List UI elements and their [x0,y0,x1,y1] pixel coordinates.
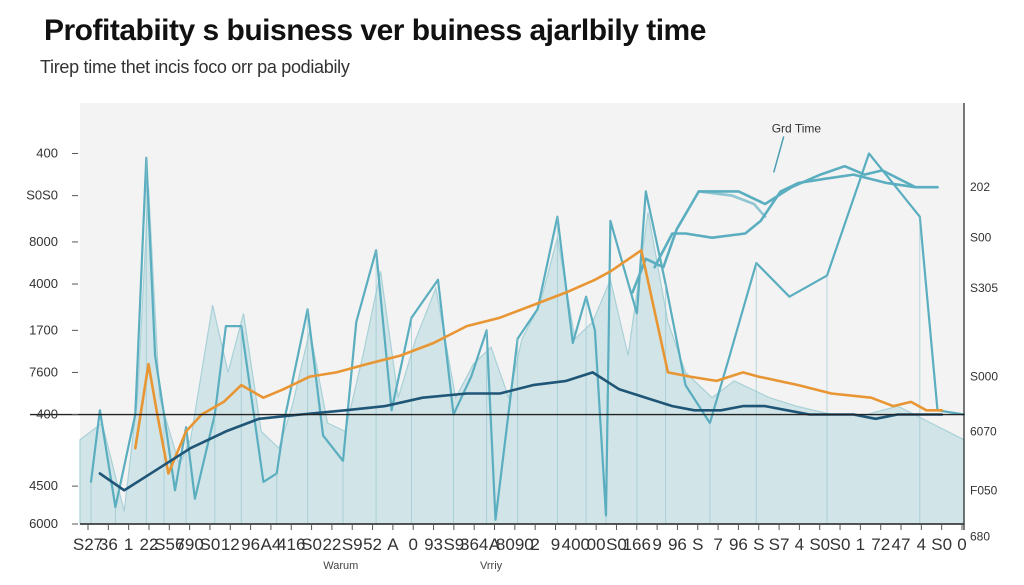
x-tick-label: 166 [623,535,651,554]
left-tick-label: 4500 [29,478,58,493]
label-layer: 400S0S0800040001700760040045006000202S00… [26,121,998,572]
left-tick-label: S0S0 [26,188,58,203]
x-tick-label: S56 [154,535,184,554]
x-tick-label: 22 [140,535,159,554]
x-tick-label: 1 [124,535,133,554]
left-tick-label: 400 [36,407,58,422]
right-tick-label: S00 [970,231,992,245]
chart-title: Profitabiity s buisness ver buiness ajar… [44,14,706,47]
x-tick-label: 00 [587,535,606,554]
x-axis-sublabel: Vrriy [480,560,503,572]
right-tick-label: 680 [970,530,990,544]
x-tick-label: 9 [652,535,661,554]
series-4-line [653,173,917,269]
left-tick-label: 7600 [29,364,58,379]
x-tick-label: S27 [73,535,103,554]
x-tick-label: 8090 [496,535,534,554]
x-axis-sublabel: Warum [323,560,358,572]
series-2-line [134,249,944,475]
x-tick-label: 0 [957,535,966,554]
x-tick-label: 96 [241,535,260,554]
axis-layer [30,103,965,530]
x-tick-label: A [489,535,501,554]
right-tick-label: 202 [970,180,990,194]
x-tick-label: 7 [713,535,722,554]
x-tick-label: 4 [795,535,804,554]
left-tick-label: 4000 [29,276,58,291]
right-tick-label: S000 [970,370,998,384]
series-5-line [697,190,767,218]
x-tick-label: 52 [363,535,382,554]
x-tick-label: S7 [769,535,790,554]
x-tick-label: S0 [931,535,952,554]
x-tick-label: 400 [562,535,590,554]
x-tick-label: A4 [261,535,282,554]
x-tick-label: S0 [809,535,830,554]
x-tick-label: 36 [99,535,118,554]
annotation-label: Grd Time [772,121,822,135]
left-tick-label: 400 [36,146,58,161]
chart-subtitle: Tirep time thet incis foco orr pa podiab… [40,57,350,77]
x-tick-label: S [692,535,703,554]
x-tick-label: S0 [301,535,322,554]
x-tick-label: S9 [342,535,363,554]
right-tick-label: F050 [970,483,998,497]
x-tick-label: 1 [856,535,865,554]
x-tick-label: 93 [424,535,443,554]
left-tick-label: 6000 [29,516,58,531]
left-tick-label: 8000 [29,234,58,249]
x-tick-label: 364 [460,535,488,554]
x-tick-label: 96 [729,535,748,554]
x-tick-label: S0 [606,535,627,554]
x-tick-label: 790 [175,535,203,554]
x-tick-label: 0 [408,535,417,554]
x-tick-label: 47 [892,535,911,554]
left-tick-label: 1700 [29,322,58,337]
right-tick-label: 6070 [970,424,997,438]
annotation-pointer [773,136,785,173]
x-tick-label: S0 [830,535,851,554]
x-tick-label: 96 [668,535,687,554]
x-tick-label: S [753,535,764,554]
x-tick-label: 2 [530,535,539,554]
x-tick-label: 22 [322,535,341,554]
right-tick-label: S305 [970,281,998,295]
x-tick-label: 72 [871,535,890,554]
x-tick-label: A [387,535,399,554]
x-tick-label: 416 [277,535,305,554]
x-tick-label: 9 [551,535,560,554]
x-tick-label: S0 [200,535,221,554]
x-tick-label: S9 [443,535,464,554]
x-tick-label: 12 [221,535,240,554]
x-tick-label: 4 [917,535,926,554]
